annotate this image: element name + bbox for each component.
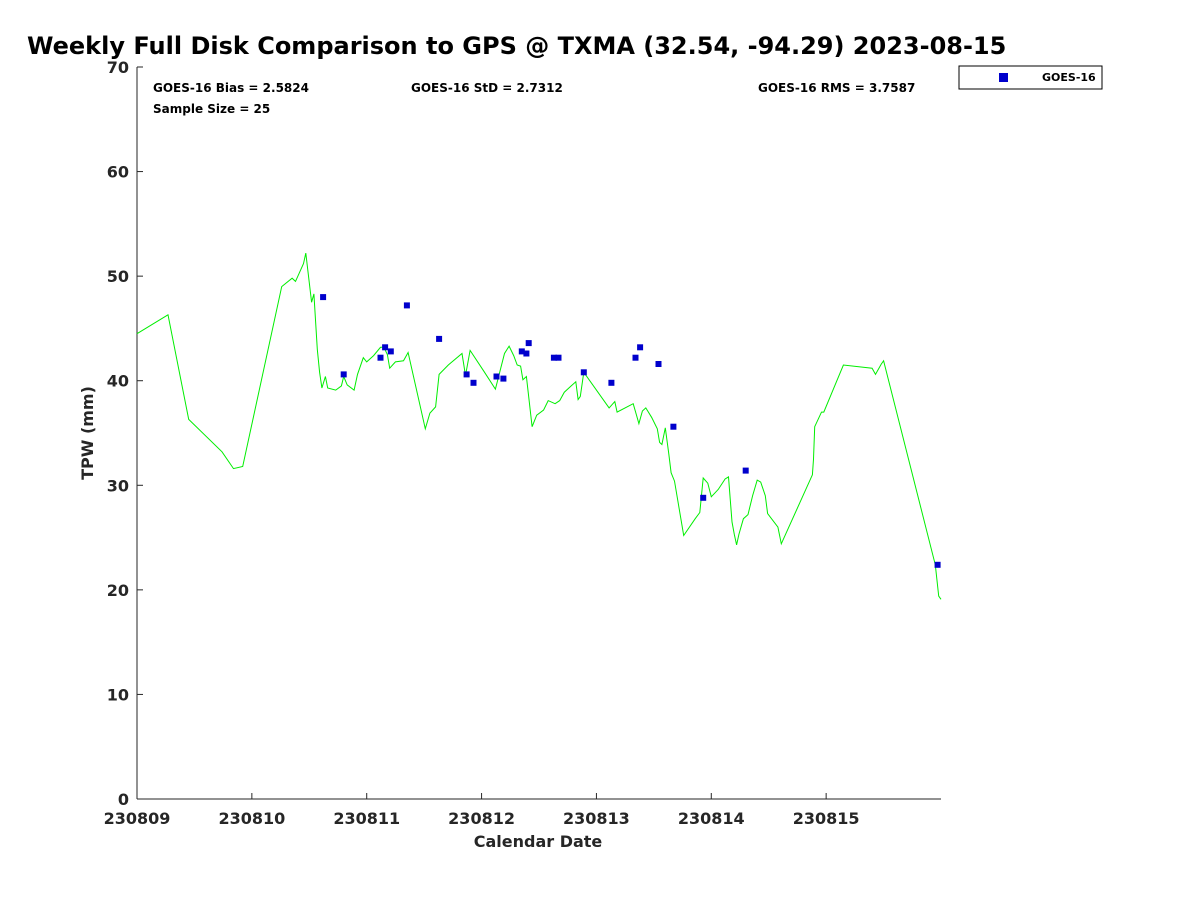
x-tick-label: 230813 — [563, 809, 630, 828]
goes-16-point — [742, 467, 749, 474]
y-tick-label: 10 — [107, 685, 129, 704]
legend-marker — [999, 73, 1008, 82]
x-tick-label: 230815 — [793, 809, 860, 828]
x-tick-label: 230810 — [218, 809, 285, 828]
stat-rms: GOES-16 RMS = 3.7587 — [758, 81, 915, 95]
goes-16-point — [500, 375, 507, 382]
legend: GOES-16 — [958, 65, 1103, 90]
y-tick-label: 40 — [107, 372, 129, 391]
goes-16-point — [463, 371, 470, 378]
goes-16-point — [377, 354, 384, 361]
goes-16-point — [320, 294, 327, 301]
stat-std: GOES-16 StD = 2.7312 — [411, 81, 563, 95]
y-axis-label: TPW (mm) — [78, 386, 97, 480]
chart-title: Weekly Full Disk Comparison to GPS @ TXM… — [27, 32, 1006, 60]
y-tick-label: 30 — [107, 476, 129, 495]
x-tick-label: 230814 — [678, 809, 745, 828]
x-axis-label: Calendar Date — [474, 832, 603, 851]
goes-16-point — [382, 344, 389, 351]
goes-16-point — [403, 302, 410, 309]
goes-16-point — [340, 371, 347, 378]
x-tick-label: 230812 — [448, 809, 515, 828]
gps-line — [136, 252, 942, 600]
goes-16-point — [550, 354, 557, 361]
goes-16-point — [518, 348, 525, 355]
goes-16-point — [580, 369, 587, 376]
goes-16-point — [700, 494, 707, 501]
goes-16-point — [525, 340, 532, 347]
goes-16-point — [632, 354, 639, 361]
goes-16-point — [655, 361, 662, 367]
goes-16-point — [470, 379, 477, 386]
y-tick-label: 50 — [107, 267, 129, 286]
stat-sample-size: Sample Size = 25 — [153, 102, 270, 116]
x-tick-label: 230809 — [104, 809, 171, 828]
goes-16-point — [555, 354, 562, 361]
y-tick-label: 60 — [107, 163, 129, 182]
y-ticks: 0 10 20 30 40 50 60 70 — [107, 58, 143, 809]
y-tick-label: 0 — [118, 790, 129, 809]
x-tick-label: 230811 — [333, 809, 400, 828]
legend-label: GOES-16 — [1042, 71, 1096, 84]
plot-area: 0 10 20 30 40 50 60 70 230809 230810 230811 230812… — [104, 58, 942, 828]
goes-16-point — [387, 348, 394, 355]
y-tick-label: 70 — [107, 58, 129, 77]
plot-background — [137, 67, 941, 799]
goes-16-point — [523, 350, 530, 357]
goes-16-point — [934, 561, 941, 568]
goes-16-point — [436, 335, 443, 342]
goes-16-point — [608, 379, 615, 386]
y-tick-label: 20 — [107, 581, 129, 600]
goes-16-point — [493, 373, 500, 380]
legend-box — [958, 65, 1103, 90]
goes-16-points — [320, 294, 941, 568]
x-ticks: 230809 230810 230811 230812 230813 230814 2308… — [104, 793, 860, 828]
goes-16-point — [637, 344, 644, 351]
stat-bias: GOES-16 Bias = 2.5824 — [153, 81, 309, 95]
goes-16-point — [670, 423, 677, 430]
